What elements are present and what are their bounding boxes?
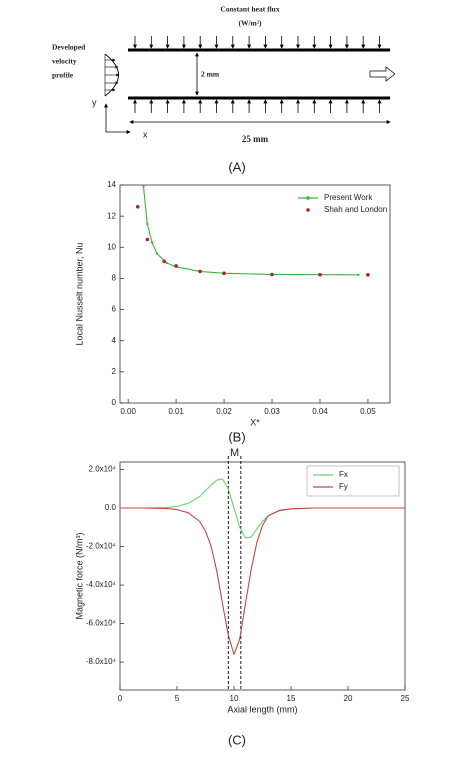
panel-label: (A) bbox=[228, 159, 245, 174]
x-axis-label: X* bbox=[250, 417, 260, 427]
y-tick-label: 4 bbox=[112, 336, 117, 345]
y-tick-label: 0.0 bbox=[105, 503, 117, 512]
data-point bbox=[366, 273, 370, 277]
y-axis-label: Magnetic force (N/m³) bbox=[74, 532, 84, 619]
data-point bbox=[198, 269, 202, 274]
x-tick-label: 0.05 bbox=[360, 407, 376, 416]
annotation: M bbox=[230, 447, 239, 459]
x-tick-label: 0.03 bbox=[264, 407, 280, 416]
data-point bbox=[165, 261, 168, 265]
profile-label: profile bbox=[52, 71, 74, 80]
legend-label: Present Work bbox=[324, 193, 373, 202]
profile-label: velocity bbox=[52, 57, 77, 66]
data-point bbox=[174, 264, 178, 268]
legend-label: Fy bbox=[339, 482, 348, 491]
data-point bbox=[318, 272, 322, 277]
y-tick-label: 0 bbox=[112, 398, 117, 407]
legend-box bbox=[292, 189, 384, 219]
x-axis-label: x bbox=[143, 129, 148, 139]
data-point bbox=[146, 222, 149, 226]
x-tick-label: 20 bbox=[344, 694, 353, 703]
x-tick-label: 0.01 bbox=[168, 407, 184, 416]
y-tick-label: -4.0x10⁴ bbox=[86, 580, 117, 589]
outlet-arrow bbox=[369, 66, 396, 82]
data-point bbox=[162, 259, 166, 264]
y-tick-label: 14 bbox=[107, 180, 116, 189]
legend-box bbox=[306, 465, 400, 497]
y-axis-label: Local Nusselt number, Nu bbox=[74, 242, 84, 345]
y-tick-label: -6.0x10⁴ bbox=[86, 619, 117, 628]
data-point bbox=[135, 205, 140, 209]
diagram: Constant heat flux (W/m²) Developed velo… bbox=[52, 5, 396, 144]
x-tick-label: 0 bbox=[118, 694, 123, 703]
plot-frame bbox=[119, 461, 406, 691]
data-point bbox=[145, 237, 150, 242]
legend-swatch bbox=[306, 196, 310, 200]
gap-label: 2 mm bbox=[201, 70, 220, 79]
y-tick-label: 2.0x10⁴ bbox=[89, 465, 117, 474]
profile-arrows bbox=[104, 54, 120, 96]
data-point bbox=[155, 252, 159, 255]
x-tick-label: 0.04 bbox=[312, 407, 328, 416]
data-point bbox=[270, 272, 274, 277]
profile-label: Developed bbox=[52, 43, 86, 52]
x-tick-label: 0.00 bbox=[120, 407, 136, 416]
legend-label: Shah and London bbox=[324, 205, 387, 214]
heat-flux-unit: (W/m²) bbox=[238, 19, 262, 28]
legend-label: Fx bbox=[339, 470, 348, 479]
y-tick-label: 12 bbox=[107, 211, 116, 220]
series-line bbox=[120, 507, 405, 655]
x-tick-label: 5 bbox=[175, 694, 180, 703]
y-tick-label: 8 bbox=[112, 274, 117, 283]
length-label: 25 mm bbox=[242, 134, 269, 144]
y-axis-label: y bbox=[92, 97, 97, 107]
data-point bbox=[150, 241, 154, 244]
data-point bbox=[357, 273, 360, 277]
flux-arrows bbox=[133, 36, 382, 113]
plot-frame bbox=[119, 184, 391, 404]
y-tick-label: 10 bbox=[107, 242, 116, 251]
y-tick-label: -2.0x10⁴ bbox=[86, 542, 117, 551]
x-tick-label: 0.02 bbox=[216, 407, 232, 416]
x-tick-label: 10 bbox=[230, 694, 239, 703]
panel-label: (B) bbox=[228, 429, 245, 444]
y-tick-label: 2 bbox=[112, 367, 117, 376]
legend-swatch bbox=[306, 208, 310, 212]
panel-label: (C) bbox=[228, 732, 246, 747]
heat-flux-label: Constant heat flux bbox=[220, 5, 279, 14]
data-point bbox=[142, 185, 145, 188]
x-tick-label: 25 bbox=[401, 694, 410, 703]
y-tick-label: -8.0x10⁴ bbox=[86, 657, 117, 666]
data-point bbox=[222, 271, 226, 276]
x-tick-label: 15 bbox=[287, 694, 296, 703]
x-axis-label: Axial length (mm) bbox=[227, 704, 297, 714]
y-tick-label: 6 bbox=[112, 305, 117, 314]
